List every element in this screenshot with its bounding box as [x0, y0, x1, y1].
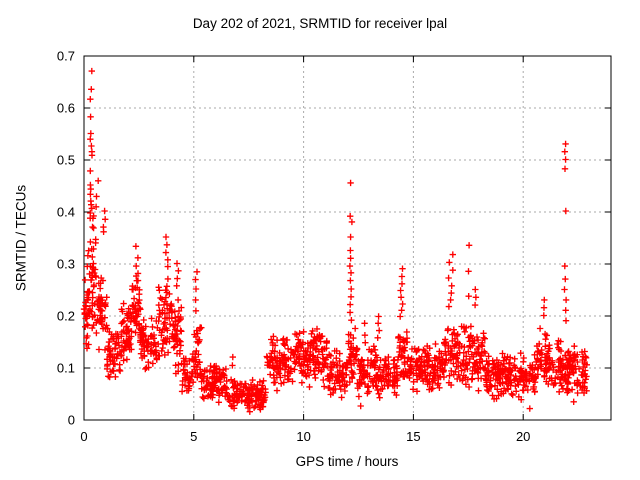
y-tick-label: 0.5 [57, 153, 75, 168]
y-tick-label: 0.7 [57, 49, 75, 64]
grid-lines [84, 56, 611, 420]
y-tick-label: 0.2 [57, 309, 75, 324]
y-tick-label: 0 [68, 413, 75, 428]
x-tick-label: 0 [80, 429, 87, 444]
x-axis-label: GPS time / hours [295, 454, 399, 469]
y-tick-label: 0.3 [57, 257, 75, 272]
y-tick-label: 0.1 [57, 361, 75, 376]
y-tick-label: 0.6 [57, 101, 75, 116]
chart-title: Day 202 of 2021, SRMTID for receiver lpa… [192, 16, 448, 31]
y-tick-label: 0.4 [57, 205, 75, 220]
scatter-points-srmtid [80, 67, 590, 415]
x-tick-label: 20 [516, 429, 530, 444]
x-tick-label: 5 [190, 429, 197, 444]
x-tick-label: 15 [406, 429, 420, 444]
x-tick-label: 10 [296, 429, 310, 444]
